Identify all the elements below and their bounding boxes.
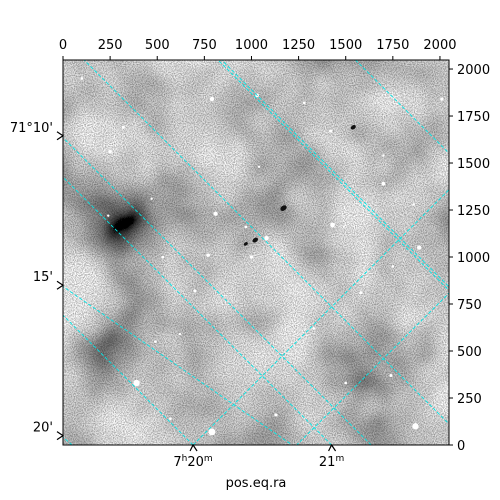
dark-spot-1	[252, 237, 258, 243]
star-18	[274, 413, 278, 417]
ra-grid-line-0	[63, 314, 194, 445]
dec-tick-label-1: 15'	[33, 270, 53, 285]
x-pixel-tick-label-6: 1500	[329, 38, 362, 53]
stars-layer	[80, 77, 444, 436]
dec-grid-line-5	[221, 60, 449, 288]
dec-tick-1	[56, 280, 65, 290]
star-35	[244, 225, 248, 229]
ra-tick-label-0: 7h20m	[173, 454, 212, 470]
star-15	[161, 255, 165, 259]
y-pixel-tick-label-5: 1250	[457, 204, 490, 219]
y-pixel-tick-label-6: 1500	[457, 157, 490, 172]
star-3	[264, 236, 269, 241]
star-24	[344, 381, 348, 385]
x-pixel-tick-label-8: 2000	[423, 38, 456, 53]
dec-grid-line-1	[63, 285, 449, 445]
star-11	[108, 150, 112, 154]
star-23	[154, 340, 157, 343]
star-30	[107, 214, 110, 217]
star-19	[169, 417, 172, 420]
ra-grid-line-2	[83, 60, 449, 425]
dec-tick-2	[56, 431, 65, 441]
star-22	[389, 373, 393, 377]
ra-axis-bottom: 7h20m 21m	[173, 443, 344, 470]
x-pixel-tick-label-1: 250	[98, 38, 123, 53]
y-pixel-tick-label-8: 2000	[457, 63, 490, 78]
dark-spot-2	[243, 242, 248, 246]
star-4	[330, 222, 335, 228]
y-pixel-tick-label-4: 1000	[457, 251, 490, 266]
x-pixel-tick-label-3: 750	[192, 38, 217, 53]
ra-tick-label-1: 21m	[319, 454, 344, 470]
ra-tick-0	[189, 443, 198, 452]
y-pixel-tick-label-3: 750	[457, 298, 482, 313]
ra-grid-line-4	[354, 60, 449, 154]
star-9	[359, 291, 363, 295]
dec-grid-line-3	[63, 137, 372, 445]
star-1	[412, 423, 419, 430]
dec-tick-label-0: 71°10'	[10, 121, 53, 136]
star-14	[121, 125, 125, 129]
dec-tick-0	[56, 131, 65, 141]
x-pixel-tick-label-2: 500	[145, 38, 170, 53]
y-pixel-tick-label-2: 500	[457, 345, 482, 360]
pixel-x-axis-top: 0 250 500 750 1000 1250 1500 1750 2000	[59, 38, 457, 60]
ra-tick-1	[328, 443, 337, 452]
star-32	[440, 97, 444, 101]
star-16	[193, 289, 197, 293]
y-pixel-tick-label-0: 0	[457, 439, 465, 454]
star-21	[391, 265, 395, 268]
star-29	[150, 197, 153, 200]
star-2	[133, 379, 140, 387]
x-pixel-tick-label-0: 0	[59, 38, 67, 53]
dec-grid-line-0	[192, 189, 449, 445]
dark-spot-0	[280, 205, 287, 211]
y-pixel-tick-label-7: 1750	[457, 110, 490, 125]
star-34	[382, 154, 385, 157]
star-10	[249, 255, 254, 259]
x-axis-label: pos.eq.ra	[226, 476, 287, 491]
star-25	[302, 101, 306, 105]
star-6	[381, 181, 386, 186]
ra-grid-line-1	[63, 176, 332, 445]
dec-tick-label-2: 20'	[33, 421, 53, 436]
star-28	[412, 203, 415, 206]
y-pixel-tick-label-1: 250	[457, 392, 482, 407]
x-pixel-tick-label-7: 1750	[376, 38, 409, 53]
star-26	[178, 332, 182, 336]
star-7	[417, 245, 422, 250]
x-pixel-tick-label-4: 1000	[235, 38, 268, 53]
plot-frame	[62, 59, 450, 446]
star-17	[312, 327, 316, 330]
star-31	[80, 77, 84, 80]
star-27	[257, 165, 261, 168]
sky-image	[63, 60, 449, 445]
star-0	[208, 428, 216, 436]
dec-axis-left: 71°10' 15' 20'	[10, 121, 65, 441]
star-33	[342, 225, 345, 229]
dark-spot-3	[350, 125, 356, 130]
coordinate-grid	[63, 60, 449, 445]
ra-grid-line-3	[217, 60, 449, 292]
star-5	[213, 211, 218, 216]
star-13	[209, 96, 215, 102]
pixel-y-axis-right: 0 250 500 750 1000 1250 1500 1750 2000	[449, 63, 490, 454]
x-pixel-tick-label-5: 1250	[282, 38, 315, 53]
star-20	[329, 129, 333, 133]
star-8	[206, 253, 210, 257]
